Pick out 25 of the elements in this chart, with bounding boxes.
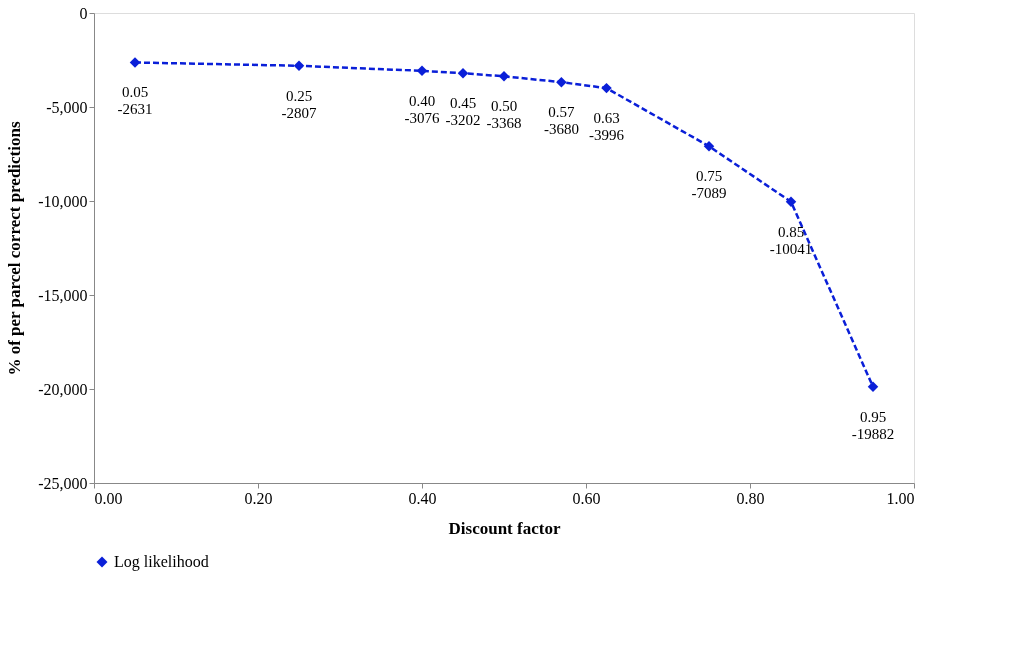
- data-label: 0.50 -3368: [486, 98, 522, 132]
- data-label: 0.75 -7089: [691, 168, 727, 202]
- legend-label: Log likelihood: [114, 553, 209, 571]
- x-tick-label: 1.00: [886, 489, 915, 507]
- x-tick-label: 0.40: [408, 489, 437, 507]
- x-tick-label: 0.80: [736, 489, 765, 507]
- x-tick-label: 0.20: [244, 489, 273, 507]
- data-label: 0.05 -2631: [117, 84, 153, 118]
- x-axis-title: Discount factor: [448, 518, 561, 538]
- y-tick-label: -10,000: [38, 192, 88, 210]
- y-tick-label: -20,000: [38, 380, 88, 398]
- y-tick-label: 0: [79, 4, 88, 22]
- y-tick-label: -5,000: [46, 98, 88, 116]
- data-label: 0.63 -3996: [589, 110, 625, 144]
- data-label: 0.40 -3076: [404, 92, 440, 126]
- y-axis-title: % of per parcel correct predictions: [5, 121, 25, 376]
- data-label: 0.25 -2807: [281, 87, 317, 121]
- x-tick-label: 0.60: [572, 489, 601, 507]
- data-label: 0.57 -3680: [543, 104, 579, 138]
- data-label: 0.95 -19882: [851, 408, 895, 442]
- x-tick-label: 0.00: [94, 489, 123, 507]
- data-label: 0.45 -3202: [445, 95, 481, 129]
- y-tick-label: -15,000: [38, 286, 88, 304]
- data-label: 0.85 -10041: [769, 223, 813, 257]
- y-tick-label: -25,000: [38, 474, 88, 492]
